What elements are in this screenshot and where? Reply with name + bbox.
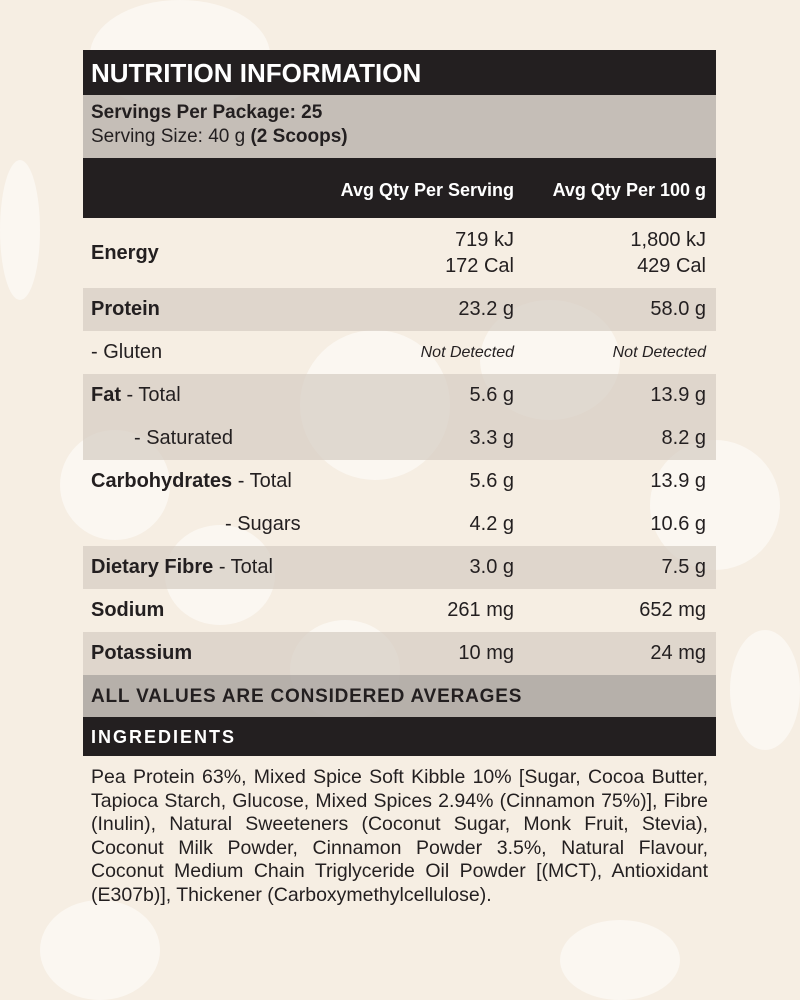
value-100g: 10.6 g bbox=[650, 513, 706, 535]
energy-kj-serving: 719 kJ bbox=[455, 229, 514, 251]
value-100g: 58.0 g bbox=[650, 298, 706, 320]
table-row-sugars: - Sugars 4.2 g 10.6 g bbox=[83, 503, 716, 546]
ingredients-heading: INGREDIENTS bbox=[83, 717, 716, 756]
serving-size: Serving Size: 40 g (2 Scoops) bbox=[91, 125, 708, 149]
row-label: - Gluten bbox=[91, 341, 163, 363]
row-label: Carbohydrates bbox=[91, 470, 233, 492]
row-label: Dietary Fibre bbox=[91, 556, 214, 578]
table-row-gluten: - Gluten Not Detected Not Detected bbox=[83, 331, 716, 374]
table-row-saturated: - Saturated 3.3 g 8.2 g bbox=[83, 417, 716, 460]
value-serving: 3.0 g bbox=[469, 556, 514, 578]
row-sublabel: - Total bbox=[232, 470, 292, 492]
value-serving: 3.3 g bbox=[469, 427, 514, 449]
value-serving: 4.2 g bbox=[469, 513, 514, 535]
value-100g: 13.9 g bbox=[650, 470, 706, 492]
row-label: Protein bbox=[91, 298, 160, 320]
row-label: Potassium bbox=[91, 642, 193, 664]
nutrition-panel: NUTRITION INFORMATION Servings Per Packa… bbox=[83, 50, 716, 907]
value-100g: 8.2 g bbox=[661, 427, 706, 449]
value-serving: 5.6 g bbox=[469, 384, 514, 406]
value-serving: 5.6 g bbox=[469, 470, 514, 492]
background-blob bbox=[730, 630, 800, 750]
background-blob bbox=[0, 160, 40, 300]
serving-size-scoops: (2 Scoops) bbox=[250, 126, 348, 147]
background-blob bbox=[560, 920, 680, 1000]
background-blob bbox=[40, 900, 160, 1000]
table-row-fat: Fat - Total 5.6 g 13.9 g bbox=[83, 374, 716, 417]
servings-info: Servings Per Package: 25 Serving Size: 4… bbox=[83, 95, 716, 158]
panel-title: NUTRITION INFORMATION bbox=[83, 50, 716, 95]
table-row-dietary-fibre: Dietary Fibre - Total 3.0 g 7.5 g bbox=[83, 546, 716, 589]
table-row-protein: Protein 23.2 g 58.0 g bbox=[83, 288, 716, 331]
value-100g: 24 mg bbox=[650, 642, 706, 664]
energy-cal-serving: 172 Cal bbox=[445, 255, 514, 277]
column-per-serving: Avg Qty Per Serving bbox=[340, 179, 514, 200]
column-per-100g: Avg Qty Per 100 g bbox=[552, 179, 706, 200]
value-100g: 652 mg bbox=[639, 599, 706, 621]
value-100g: 13.9 g bbox=[650, 384, 706, 406]
row-label: Fat bbox=[91, 384, 121, 406]
servings-per-package: Servings Per Package: 25 bbox=[91, 102, 323, 123]
value-serving: 10 mg bbox=[458, 642, 514, 664]
ingredients-text: Pea Protein 63%, Mixed Spice Soft Kibble… bbox=[91, 766, 708, 906]
row-label: Energy bbox=[91, 241, 159, 264]
table-row-sodium: Sodium 261 mg 652 mg bbox=[83, 589, 716, 632]
table-row-potassium: Potassium 10 mg 24 mg bbox=[83, 632, 716, 675]
row-sublabel: - Total bbox=[213, 556, 273, 578]
row-label: - Sugars bbox=[225, 513, 301, 535]
row-sublabel: - Total bbox=[121, 384, 181, 406]
energy-kj-100g: 1,800 kJ bbox=[630, 229, 706, 251]
value-100g: Not Detected bbox=[612, 343, 706, 361]
value-100g: 7.5 g bbox=[661, 556, 706, 578]
energy-cal-100g: 429 Cal bbox=[637, 255, 706, 277]
serving-size-value: Serving Size: 40 g bbox=[91, 126, 246, 147]
table-row-energy: Energy 719 kJ 172 Cal 1,800 kJ 429 Cal bbox=[83, 218, 716, 288]
row-label: - Saturated bbox=[134, 427, 233, 449]
column-header-row: Avg Qty Per Serving Avg Qty Per 100 g bbox=[83, 158, 716, 218]
value-serving: 23.2 g bbox=[458, 298, 514, 320]
value-serving: Not Detected bbox=[420, 343, 514, 361]
averages-note: ALL VALUES ARE CONSIDERED AVERAGES bbox=[83, 675, 716, 717]
table-row-carbohydrates: Carbohydrates - Total 5.6 g 13.9 g bbox=[83, 460, 716, 503]
row-label: Sodium bbox=[91, 599, 165, 621]
value-serving: 261 mg bbox=[447, 599, 514, 621]
